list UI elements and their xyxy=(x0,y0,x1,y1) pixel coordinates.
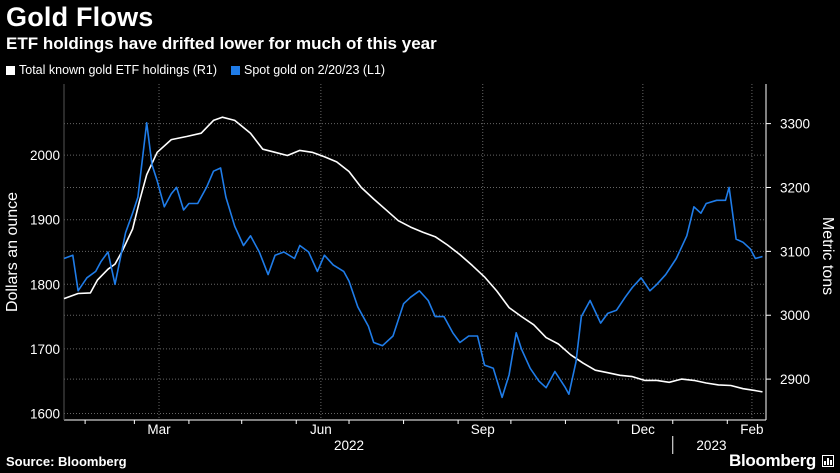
y-right-tick-label: 3100 xyxy=(780,244,810,259)
x-tick-label: Sep xyxy=(471,422,495,437)
legend: Total known gold ETF holdings (R1) Spot … xyxy=(6,63,385,77)
legend-item-spot-gold: Spot gold on 2/20/23 (L1) xyxy=(231,63,385,77)
legend-label-etf-holdings: Total known gold ETF holdings (R1) xyxy=(19,63,218,77)
y-right-tick-label: 2900 xyxy=(780,372,810,387)
x-tick-label: Dec xyxy=(631,422,655,437)
legend-swatch-spot-gold xyxy=(231,65,241,75)
x-year-label: 2022 xyxy=(334,438,364,453)
chart-grid xyxy=(64,84,766,420)
x-tick-label: Mar xyxy=(147,422,171,437)
legend-swatch-etf-holdings xyxy=(6,65,15,75)
legend-item-etf-holdings: Total known gold ETF holdings (R1) xyxy=(6,63,217,77)
chart-title: Gold Flows xyxy=(6,2,154,32)
series-line-spot-gold xyxy=(63,122,763,399)
chart-series xyxy=(63,116,763,399)
y-right-axis-title: Metric tons xyxy=(819,217,836,295)
x-year-label: 2023 xyxy=(696,438,726,453)
y-left-tick-label: 1900 xyxy=(30,213,60,228)
y-left-tick-label: 1700 xyxy=(30,342,60,357)
chart-subtitle: ETF holdings have drifted lower for much… xyxy=(6,34,437,53)
x-tick-label: Feb xyxy=(740,422,763,437)
series-line-etf-holdings xyxy=(63,116,763,393)
y-left-tick-label: 2000 xyxy=(30,148,60,163)
bloomberg-logo: Bloomberg xyxy=(728,451,816,470)
legend-label-spot-gold: Spot gold on 2/20/23 (L1) xyxy=(244,63,386,77)
y-left-axis-title: Dollars an ounce xyxy=(4,192,21,312)
y-right-tick-label: 3000 xyxy=(780,308,810,323)
y-left-tick-label: 1800 xyxy=(30,277,60,292)
bar-chart-icon xyxy=(822,455,834,467)
y-right-tick-label: 3200 xyxy=(780,180,810,195)
x-tick-label: Jun xyxy=(310,422,332,437)
source-note: Source: Bloomberg xyxy=(6,454,127,469)
chart-tick-labels: 1600 1700 1800 1900 2000 2900 3000 3100 3200 3300… xyxy=(4,117,836,453)
y-left-tick-label: 1600 xyxy=(30,407,60,422)
y-right-tick-label: 3300 xyxy=(780,117,810,132)
chart-axes xyxy=(63,84,771,454)
